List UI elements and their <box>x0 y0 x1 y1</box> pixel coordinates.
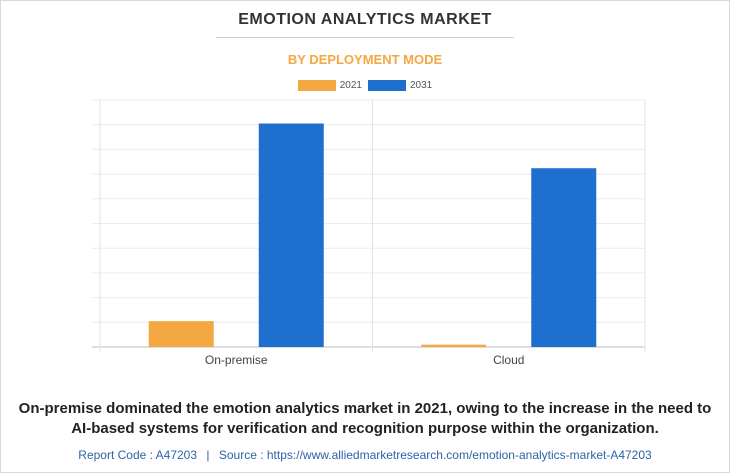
x-tick-label: On-premise <box>205 353 268 367</box>
legend-label-2021: 2021 <box>339 80 362 91</box>
bar-2031-cloud[interactable] <box>531 168 597 347</box>
footer: Report Code : A47203 | Source : https://… <box>0 448 730 462</box>
chart-legend: 2021 2031 <box>0 80 730 91</box>
legend-swatch-2031 <box>368 80 406 91</box>
bar-2021-cloud[interactable] <box>421 344 487 347</box>
report-code: Report Code : A47203 <box>78 448 198 462</box>
bar-chart: On-premise Cloud <box>92 99 646 367</box>
bar-2031-on-premise[interactable] <box>258 123 324 348</box>
legend-swatch-2021 <box>297 80 336 91</box>
chart-title: EMOTION ANALYTICS MARKET <box>238 11 492 28</box>
legend-item-2031: 2031 <box>368 80 432 91</box>
x-tick-label: Cloud <box>493 353 524 367</box>
chart-subtitle: BY DEPLOYMENT MODE <box>287 52 443 67</box>
legend-item-2021: 2021 <box>297 80 362 91</box>
legend-label-2031: 2031 <box>410 80 433 91</box>
title-divider <box>216 37 514 38</box>
source-link[interactable]: Source : https://www.alliedmarketresearc… <box>218 448 652 462</box>
footer-separator: | <box>206 448 210 462</box>
bar-2021-on-premise[interactable] <box>148 321 214 347</box>
chart-caption: On-premise dominated the emotion analyti… <box>18 400 712 437</box>
